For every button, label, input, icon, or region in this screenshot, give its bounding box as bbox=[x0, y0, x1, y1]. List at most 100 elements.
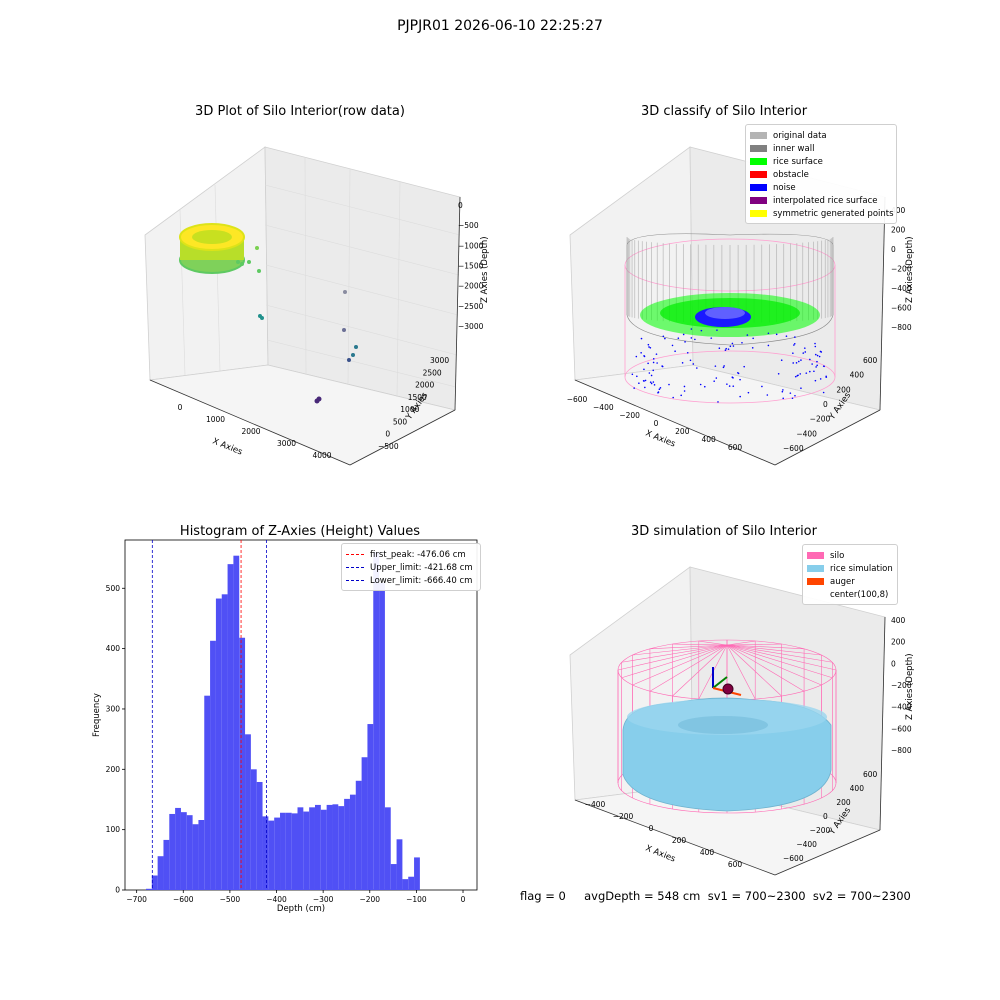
noise-point bbox=[671, 344, 674, 347]
axis-tick-label: 200 bbox=[836, 385, 851, 394]
noise-point bbox=[803, 347, 806, 349]
noise-point bbox=[741, 341, 743, 344]
histogram-bar bbox=[169, 813, 176, 890]
histogram-bar bbox=[384, 807, 391, 890]
noise-point bbox=[683, 385, 686, 388]
noise-point bbox=[724, 349, 727, 351]
noise-point bbox=[815, 366, 817, 368]
axis-tick-label: 400 bbox=[891, 206, 906, 215]
silo-roof-wire bbox=[621, 644, 728, 679]
axis-tick-label: 2000 bbox=[415, 381, 434, 390]
noise-point bbox=[780, 359, 783, 362]
noise-point bbox=[636, 375, 638, 378]
histogram-bar bbox=[221, 594, 228, 890]
noise-point bbox=[767, 332, 770, 335]
axis-tick-label: 600 bbox=[728, 443, 743, 452]
noise-point bbox=[717, 401, 719, 403]
panel4-rice-simulation bbox=[622, 697, 832, 812]
axis-tick-label: 200 bbox=[891, 638, 906, 647]
axis-tick-label: −200 bbox=[619, 411, 640, 420]
legend-item-obstacle: obstacle bbox=[750, 168, 890, 181]
noise-point bbox=[659, 387, 662, 389]
noise-point bbox=[644, 379, 647, 382]
axis-tick-label: −500 bbox=[378, 442, 399, 451]
legend-item-rice-surface: rice surface bbox=[750, 155, 890, 168]
histogram-bar bbox=[157, 856, 164, 890]
histogram-bar bbox=[204, 695, 211, 890]
noise-point bbox=[686, 352, 689, 354]
axis-tick-label: 600 bbox=[863, 770, 878, 779]
histogram-bar bbox=[151, 875, 158, 890]
legend-swatch bbox=[750, 197, 767, 204]
noise-point bbox=[819, 378, 822, 380]
histogram-bar bbox=[245, 734, 251, 890]
histogram-bar bbox=[402, 879, 409, 890]
y-tick-label: 100 bbox=[106, 825, 121, 834]
noise-point bbox=[739, 378, 741, 381]
y-tick-label: 0 bbox=[115, 886, 120, 895]
noise-point bbox=[643, 355, 646, 358]
axis-tick-label: 2000 bbox=[241, 427, 260, 436]
histogram-bar bbox=[291, 813, 298, 890]
noise-point bbox=[814, 379, 817, 382]
legend-swatch bbox=[807, 578, 824, 585]
histogram-bar bbox=[163, 839, 170, 890]
noise-point bbox=[737, 371, 739, 374]
histogram-bar bbox=[332, 804, 339, 890]
histogram-bar bbox=[309, 807, 315, 890]
noise-point bbox=[785, 335, 788, 337]
histogram-bar bbox=[145, 888, 152, 890]
noise-point bbox=[761, 385, 763, 388]
legend-item-rice-simulation: rice simulation bbox=[807, 562, 893, 575]
axis-tick-label: −400 bbox=[891, 703, 912, 712]
x-tick-label: −100 bbox=[406, 895, 427, 904]
noise-point bbox=[802, 352, 805, 354]
x-tick-label: −700 bbox=[126, 895, 147, 904]
histogram-bar bbox=[274, 817, 281, 890]
silo-roof-wire bbox=[672, 644, 728, 697]
noise-point bbox=[799, 373, 802, 375]
histogram-bar bbox=[379, 582, 385, 890]
x-tick-label: −200 bbox=[359, 895, 380, 904]
panel2-noise-points bbox=[631, 307, 828, 403]
axis-tick-label: 400 bbox=[850, 784, 865, 793]
histogram-bar bbox=[414, 857, 420, 890]
legend-item-upper-limit: Upper_limit: -421.68 cm bbox=[346, 561, 474, 574]
panel4-legend: silo rice simulation auger center(100,8) bbox=[802, 544, 898, 605]
noise-point bbox=[652, 361, 655, 364]
noise-point bbox=[722, 366, 725, 369]
histogram-bar bbox=[349, 794, 356, 890]
noise-point bbox=[699, 383, 702, 386]
axis-tick-label: 200 bbox=[672, 836, 687, 845]
axis-tick-label: −200 bbox=[613, 812, 634, 821]
noise-point bbox=[752, 337, 754, 340]
noise-point bbox=[825, 375, 827, 378]
panel1-outlier-points bbox=[236, 246, 358, 404]
histogram-bar bbox=[297, 807, 304, 890]
noise-point bbox=[696, 367, 698, 369]
noise-point bbox=[668, 383, 670, 386]
noise-point bbox=[677, 337, 680, 340]
panel1-title: 3D Plot of Silo Interior(row data) bbox=[195, 104, 405, 119]
panel1-3d-scatter: 01000200030004000−5000500100015002000250… bbox=[144, 146, 490, 466]
noise-point bbox=[661, 365, 664, 368]
x-tick-label: −300 bbox=[313, 895, 334, 904]
noise-point bbox=[716, 329, 718, 331]
axis-tick-label: 0 bbox=[649, 824, 654, 833]
axis-tick-label: 1000 bbox=[206, 415, 225, 424]
noise-point bbox=[805, 372, 808, 374]
histogram-bar bbox=[280, 812, 286, 890]
noise-point bbox=[746, 334, 749, 336]
panel1-zlabel: Z Axies (Depth) bbox=[480, 236, 490, 303]
panel2-tick-labels: −600 −400 −200 0 200 400 600 −600 −400 −200 0 200 40… bbox=[567, 206, 912, 453]
histogram-ylabel: Frequency bbox=[92, 693, 102, 737]
legend-line bbox=[346, 567, 364, 568]
noise-point bbox=[725, 347, 728, 350]
silo-roof-wire bbox=[726, 643, 782, 646]
noise-point bbox=[794, 375, 797, 378]
noise-point bbox=[652, 369, 655, 372]
noise-point bbox=[655, 353, 658, 355]
histogram-bar bbox=[303, 811, 310, 890]
silo-roof-wire bbox=[632, 644, 728, 656]
noise-point bbox=[782, 397, 785, 400]
